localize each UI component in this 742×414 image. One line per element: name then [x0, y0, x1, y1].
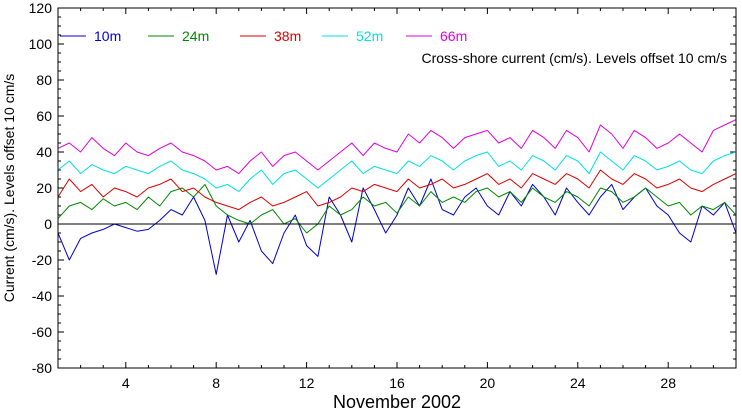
tick-layer: -80 -60 -40 -20 0 20 40 60 80 100 120 4 8 12 16 20 24 28: [29, 0, 737, 391]
series-line-52m: [57, 151, 737, 193]
y-tick-label: -40: [32, 288, 52, 304]
legend-label-52m: 52m: [356, 28, 383, 44]
y-tick-label: 20: [36, 180, 52, 196]
legend-label-10m: 10m: [94, 28, 121, 44]
y-tick-label: 100: [29, 36, 53, 52]
y-tick-label: -80: [32, 360, 52, 376]
x-axis-title: November 2002: [333, 392, 461, 412]
y-tick-label: 40: [36, 144, 52, 160]
y-tick-label: 80: [36, 72, 52, 88]
x-tick-label: 4: [122, 375, 130, 391]
y-tick-label: 60: [36, 108, 52, 124]
series-line-10m: [57, 178, 737, 275]
legend-label-38m: 38m: [274, 28, 301, 44]
x-tick-label: 20: [480, 375, 496, 391]
series-line-38m: [57, 169, 737, 211]
x-tick-label: 24: [570, 375, 586, 391]
legend: 10m 24m 38m 52m 66m: [60, 28, 467, 44]
x-tick-label: 28: [660, 375, 676, 391]
plot-frame: [57, 7, 737, 369]
x-tick-label: 16: [389, 375, 405, 391]
x-tick-label: 8: [212, 375, 220, 391]
series-layer: [57, 119, 737, 275]
y-axis-title: Current (cm/s). Levels offset 10 cm/s: [1, 74, 17, 302]
legend-label-66m: 66m: [440, 28, 467, 44]
series-line-24m: [57, 183, 737, 234]
series-line-66m: [57, 119, 737, 175]
x-tick-label: 12: [299, 375, 315, 391]
legend-label-24m: 24m: [182, 28, 209, 44]
y-tick-label: 0: [44, 216, 52, 232]
y-tick-label: 120: [29, 0, 53, 16]
y-tick-label: -20: [32, 252, 52, 268]
chart-annotation: Cross-shore current (cm/s). Levels offse…: [422, 50, 728, 66]
y-tick-label: -60: [32, 324, 52, 340]
